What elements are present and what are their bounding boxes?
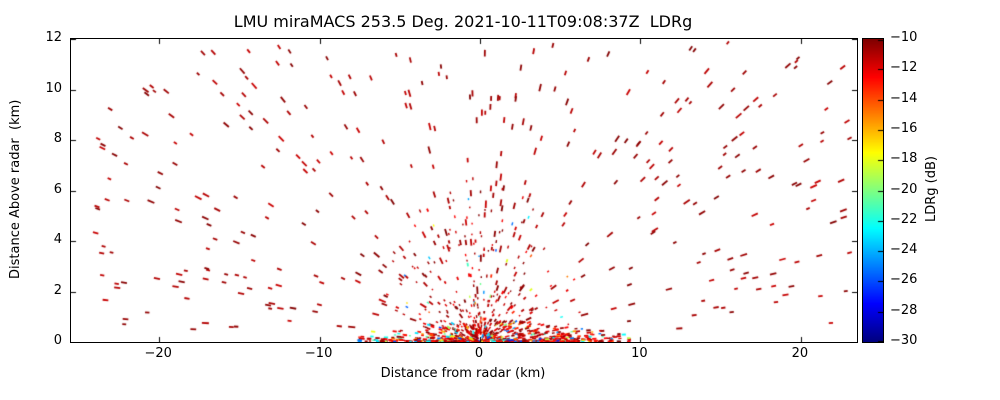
- colorbar-tick-label: −14: [890, 90, 918, 106]
- x-tick-label: −20: [144, 346, 172, 361]
- y-tick-label: 10: [45, 80, 62, 96]
- x-tick-label: 20: [791, 346, 809, 361]
- colorbar-tick-label: −18: [890, 151, 918, 167]
- colorbar-tick-label: −20: [890, 181, 918, 197]
- plot-title: LMU miraMACS 253.5 Deg. 2021-10-11T09:08…: [233, 12, 693, 31]
- y-tick-label: 6: [53, 181, 62, 197]
- plot-canvas: [71, 39, 857, 342]
- colorbar-tick-label: −28: [890, 302, 918, 318]
- x-tick-label: 0: [474, 346, 484, 361]
- colorbar-tick-label: −16: [890, 120, 918, 136]
- y-tick-label: 8: [53, 131, 62, 146]
- plot-area: [70, 38, 858, 343]
- colorbar-tick-label: −12: [890, 60, 918, 76]
- colorbar-tick-label: −30: [890, 333, 918, 348]
- y-tick-label: 4: [53, 232, 62, 247]
- y-tick-label: 0: [53, 333, 62, 348]
- y-tick-label: 12: [45, 30, 62, 45]
- colorbar-label: LDRg (dB): [924, 156, 939, 223]
- x-axis-label: Distance from radar (km): [380, 366, 546, 381]
- x-tick-label: 10: [631, 346, 648, 361]
- colorbar-tick-label: −22: [890, 211, 918, 227]
- colorbar-tick-label: −26: [890, 272, 918, 288]
- y-tick-label: 2: [53, 282, 62, 298]
- colorbar-canvas: [863, 39, 883, 342]
- colorbar: [862, 38, 884, 343]
- x-tick-label: −10: [304, 346, 333, 361]
- colorbar-tick-label: −10: [890, 30, 918, 45]
- colorbar-tick-label: −24: [890, 242, 918, 258]
